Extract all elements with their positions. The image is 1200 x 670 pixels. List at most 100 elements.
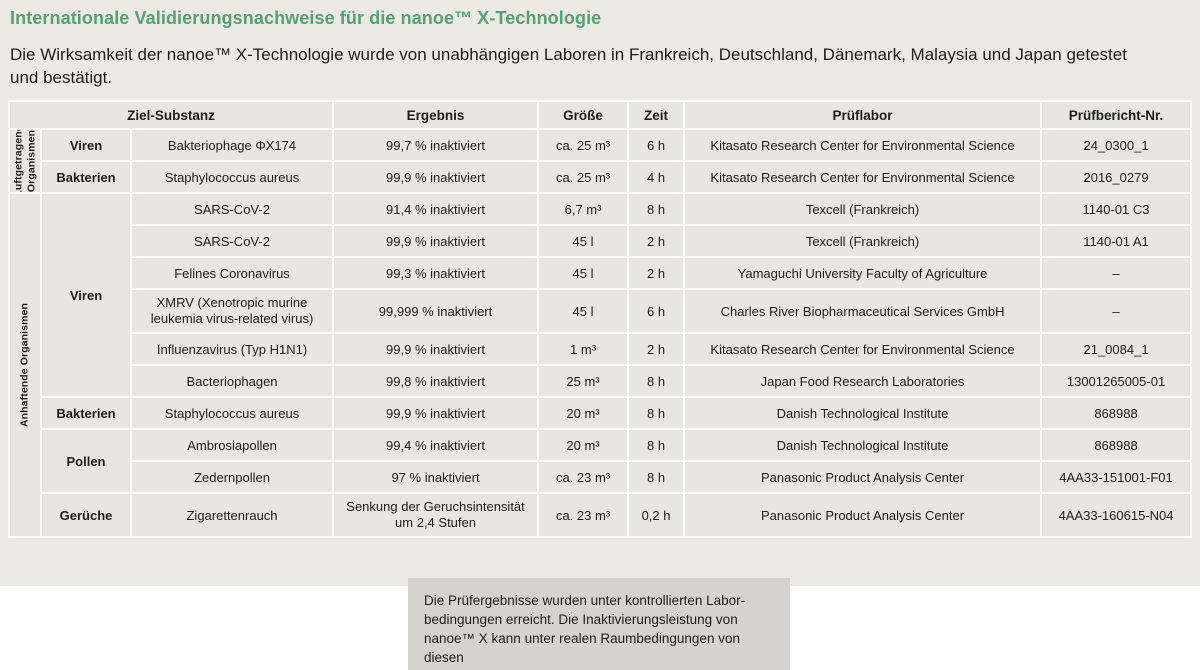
- lab-cell: Danish Technological Institute: [683, 428, 1043, 462]
- size-cell: ca. 23 m³: [537, 460, 630, 494]
- substance-cell: Ambrosiapollen: [129, 428, 335, 462]
- substance-cell: SARS-CoV-2: [129, 224, 335, 258]
- col-header-ziel-substanz: Ziel-Substanz: [7, 100, 335, 130]
- table-row: Felines Coronavirus 99,3 % inaktiviert 4…: [9, 256, 1193, 290]
- report-cell: 2016_0279: [1040, 160, 1193, 194]
- size-cell: 6,7 m³: [537, 192, 630, 226]
- lab-cell: Kitasato Research Center for Environment…: [683, 332, 1043, 366]
- lab-cell: Yamaguchi University Faculty of Agricult…: [683, 256, 1043, 290]
- table-row: Gerüche Zigarettenrauch Senkung der Geru…: [9, 492, 1193, 538]
- col-header-ergebnis: Ergebnis: [332, 100, 540, 130]
- row-group-label: Luftgetragene Organismen: [12, 129, 37, 193]
- report-cell: –: [1040, 288, 1193, 334]
- result-cell: 99,9 % inaktiviert: [332, 160, 540, 194]
- time-cell: 2 h: [627, 256, 686, 290]
- result-cell: 99,7 % inaktiviert: [332, 128, 540, 162]
- result-cell: 99,4 % inaktiviert: [332, 428, 540, 462]
- col-header-zeit: Zeit: [627, 100, 686, 130]
- substance-cell: Zigarettenrauch: [129, 492, 335, 538]
- page-subtitle: Die Wirksamkeit der nanoe™ X-Technologie…: [10, 45, 1127, 87]
- lab-cell: Kitasato Research Center for Environment…: [683, 128, 1043, 162]
- substance-cell: Influenzavirus (Typ H1N1): [129, 332, 335, 366]
- col-header-prueflabor: Prüflabor: [683, 100, 1043, 130]
- substance-cell: Staphylococcus aureus: [129, 160, 335, 194]
- row-group-adhering-organisms: Anhaftende Organismen: [8, 192, 42, 538]
- size-cell: ca. 23 m³: [537, 492, 630, 538]
- substance-cell: Bacteriophagen: [129, 364, 335, 398]
- time-cell: 8 h: [627, 396, 686, 430]
- header-row: Ziel-Substanz Ergebnis Größe Zeit Prüfla…: [7, 100, 1193, 130]
- table-row: SARS-CoV-2 99,9 % inaktiviert 45 l 2 h T…: [9, 224, 1193, 258]
- time-cell: 8 h: [627, 364, 686, 398]
- result-cell: 99,999 % inaktiviert: [332, 288, 540, 334]
- time-cell: 4 h: [627, 160, 686, 194]
- validation-table: Ziel-Substanz Ergebnis Größe Zeit Prüfla…: [7, 100, 1193, 538]
- result-cell: 99,9 % inaktiviert: [332, 332, 540, 366]
- lab-cell: Panasonic Product Analysis Center: [683, 492, 1043, 538]
- report-cell: 4AA33-151001-F01: [1040, 460, 1193, 494]
- report-cell: 868988: [1040, 396, 1193, 430]
- time-cell: 0,2 h: [627, 492, 686, 538]
- report-cell: 24_0300_1: [1040, 128, 1193, 162]
- lab-cell: Kitasato Research Center for Environment…: [683, 160, 1043, 194]
- time-cell: 2 h: [627, 224, 686, 258]
- category-cell: Viren: [40, 192, 132, 398]
- size-cell: 1 m³: [537, 332, 630, 366]
- table-row: Pollen Ambrosiapollen 99,4 % inaktiviert…: [9, 428, 1193, 494]
- result-cell: 99,9 % inaktiviert: [332, 396, 540, 430]
- result-cell: 99,3 % inaktiviert: [332, 256, 540, 290]
- table-row: Influenzavirus (Typ H1N1) 99,9 % inaktiv…: [9, 332, 1193, 366]
- report-cell: 1140-01 C3: [1040, 192, 1193, 226]
- lab-cell: Japan Food Research Laboratories: [683, 364, 1043, 398]
- result-cell: Senkung der Geruchsintensität um 2,4 Stu…: [332, 492, 540, 538]
- report-cell: 4AA33-160615-N04: [1040, 492, 1193, 538]
- result-cell: 91,4 % inaktiviert: [332, 192, 540, 226]
- size-cell: 45 l: [537, 288, 630, 334]
- col-header-groesse: Größe: [537, 100, 630, 130]
- substance-cell: Felines Coronavirus: [129, 256, 335, 290]
- report-cell: 21_0084_1: [1040, 332, 1193, 366]
- substance-cell: XMRV (Xenotropic murine leukemia virus-r…: [129, 288, 335, 334]
- table-row: Zedernpollen 97 % inaktiviert ca. 23 m³ …: [9, 460, 1193, 494]
- row-group-label: Anhaftende Organismen: [18, 302, 31, 428]
- substance-cell: Bakteriophage ΦX174: [129, 128, 335, 162]
- substance-cell: Zedernpollen: [129, 460, 335, 494]
- size-cell: ca. 25 m³: [537, 160, 630, 194]
- table-row: Bakterien Staphylococcus aureus 99,9 % i…: [9, 396, 1193, 430]
- row-group-airborne-organisms: Luftgetragene Organismen: [8, 128, 42, 194]
- size-cell: ca. 25 m³: [537, 128, 630, 162]
- page-title: Internationale Validierungsnachweise für…: [10, 8, 602, 28]
- result-cell: 97 % inaktiviert: [332, 460, 540, 494]
- report-cell: 1140-01 A1: [1040, 224, 1193, 258]
- lab-cell: Panasonic Product Analysis Center: [683, 460, 1043, 494]
- category-cell: Viren: [40, 128, 132, 162]
- table-row: Luftgetragene Organismen Viren Bakteriop…: [8, 128, 1193, 194]
- size-cell: 45 l: [537, 224, 630, 258]
- size-cell: 20 m³: [537, 428, 630, 462]
- substance-cell: Staphylococcus aureus: [129, 396, 335, 430]
- table-row: Bacteriophagen 99,8 % inaktiviert 25 m³ …: [9, 364, 1193, 398]
- size-cell: 20 m³: [537, 396, 630, 430]
- lab-cell: Texcell (Frankreich): [683, 224, 1043, 258]
- lab-cell: Texcell (Frankreich): [683, 192, 1043, 226]
- report-cell: 13001265005-01: [1040, 364, 1193, 398]
- lab-cell: Danish Technological Institute: [683, 396, 1043, 430]
- category-cell: Bakterien: [40, 396, 132, 430]
- lab-cell: Charles River Biopharmaceutical Services…: [683, 288, 1043, 334]
- time-cell: 8 h: [627, 192, 686, 226]
- result-cell: 99,8 % inaktiviert: [332, 364, 540, 398]
- time-cell: 6 h: [627, 288, 686, 334]
- time-cell: 8 h: [627, 460, 686, 494]
- substance-cell: SARS-CoV-2: [129, 192, 335, 226]
- category-cell: Bakterien: [40, 160, 132, 194]
- col-header-pruefbericht: Prüfbericht-Nr.: [1040, 100, 1193, 130]
- time-cell: 6 h: [627, 128, 686, 162]
- time-cell: 2 h: [627, 332, 686, 366]
- result-cell: 99,9 % inaktiviert: [332, 224, 540, 258]
- size-cell: 25 m³: [537, 364, 630, 398]
- table-row: XMRV (Xenotropic murine leukemia virus-r…: [9, 288, 1193, 334]
- table-row: Anhaftende Organismen Viren SARS-CoV-2 9…: [8, 192, 1193, 538]
- table-row: Bakterien Staphylococcus aureus 99,9 % i…: [9, 160, 1193, 194]
- disclaimer-note: Die Prüfergebnisse wurden unter kontroll…: [408, 578, 790, 670]
